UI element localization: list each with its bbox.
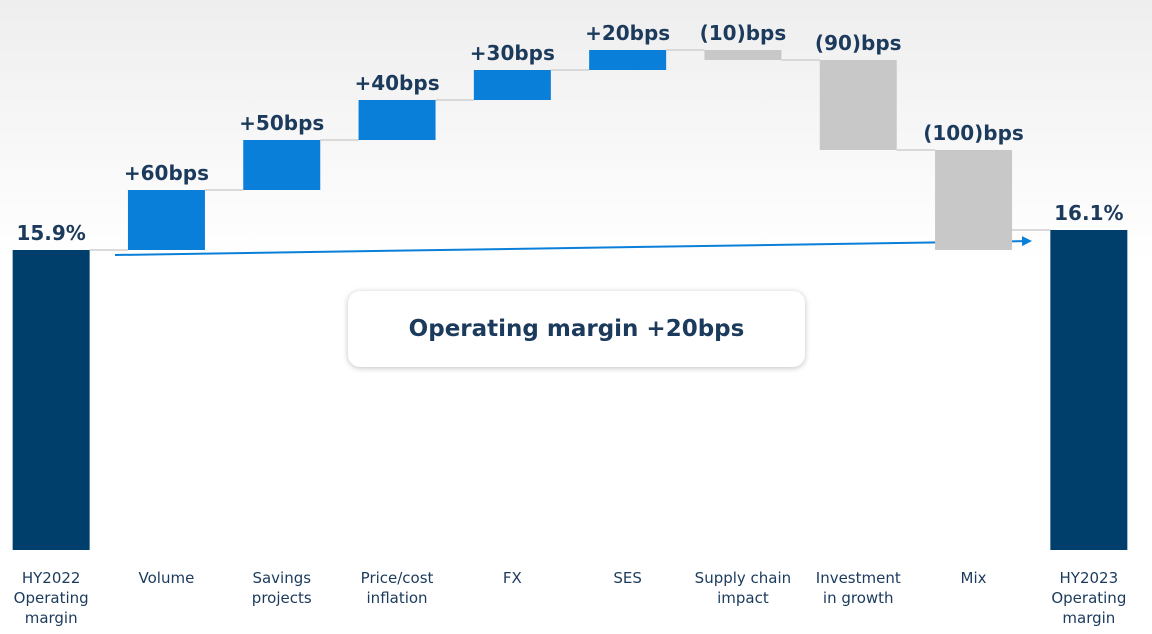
category-label: HY2023 Operating margin [1051, 569, 1127, 627]
value-label: (100)bps [923, 121, 1024, 145]
value-label: +30bps [470, 41, 555, 65]
category-label: FX [502, 569, 522, 587]
bar [819, 60, 897, 150]
category-label: Volume [138, 569, 195, 587]
category-label: Savings projects [251, 569, 312, 607]
value-label: +20bps [585, 21, 670, 45]
annotation: Operating margin +20bps [348, 291, 805, 367]
category-label: SES [613, 569, 642, 587]
category-label: Mix [960, 569, 987, 587]
category-label: Supply chain impact [694, 569, 792, 607]
value-label: 15.9% [16, 221, 85, 245]
category-label: HY2022 Operating margin [13, 569, 89, 627]
value-label: +60bps [124, 161, 209, 185]
value-label: +40bps [354, 71, 439, 95]
value-label: 16.1% [1054, 201, 1123, 225]
category-label: Price/cost inflation [360, 569, 434, 607]
value-label: (10)bps [700, 21, 787, 45]
bar [127, 190, 205, 250]
value-label: +50bps [239, 111, 324, 135]
bar [589, 50, 667, 70]
trend-arrow [114, 236, 1032, 256]
value-label: (90)bps [815, 31, 902, 55]
bar [243, 140, 321, 190]
bar [12, 250, 90, 550]
bar [935, 150, 1013, 250]
bar [358, 100, 436, 140]
bar [473, 70, 551, 100]
category-label: Investment in growth [815, 569, 901, 607]
bar [704, 50, 782, 60]
bar [1050, 230, 1128, 550]
